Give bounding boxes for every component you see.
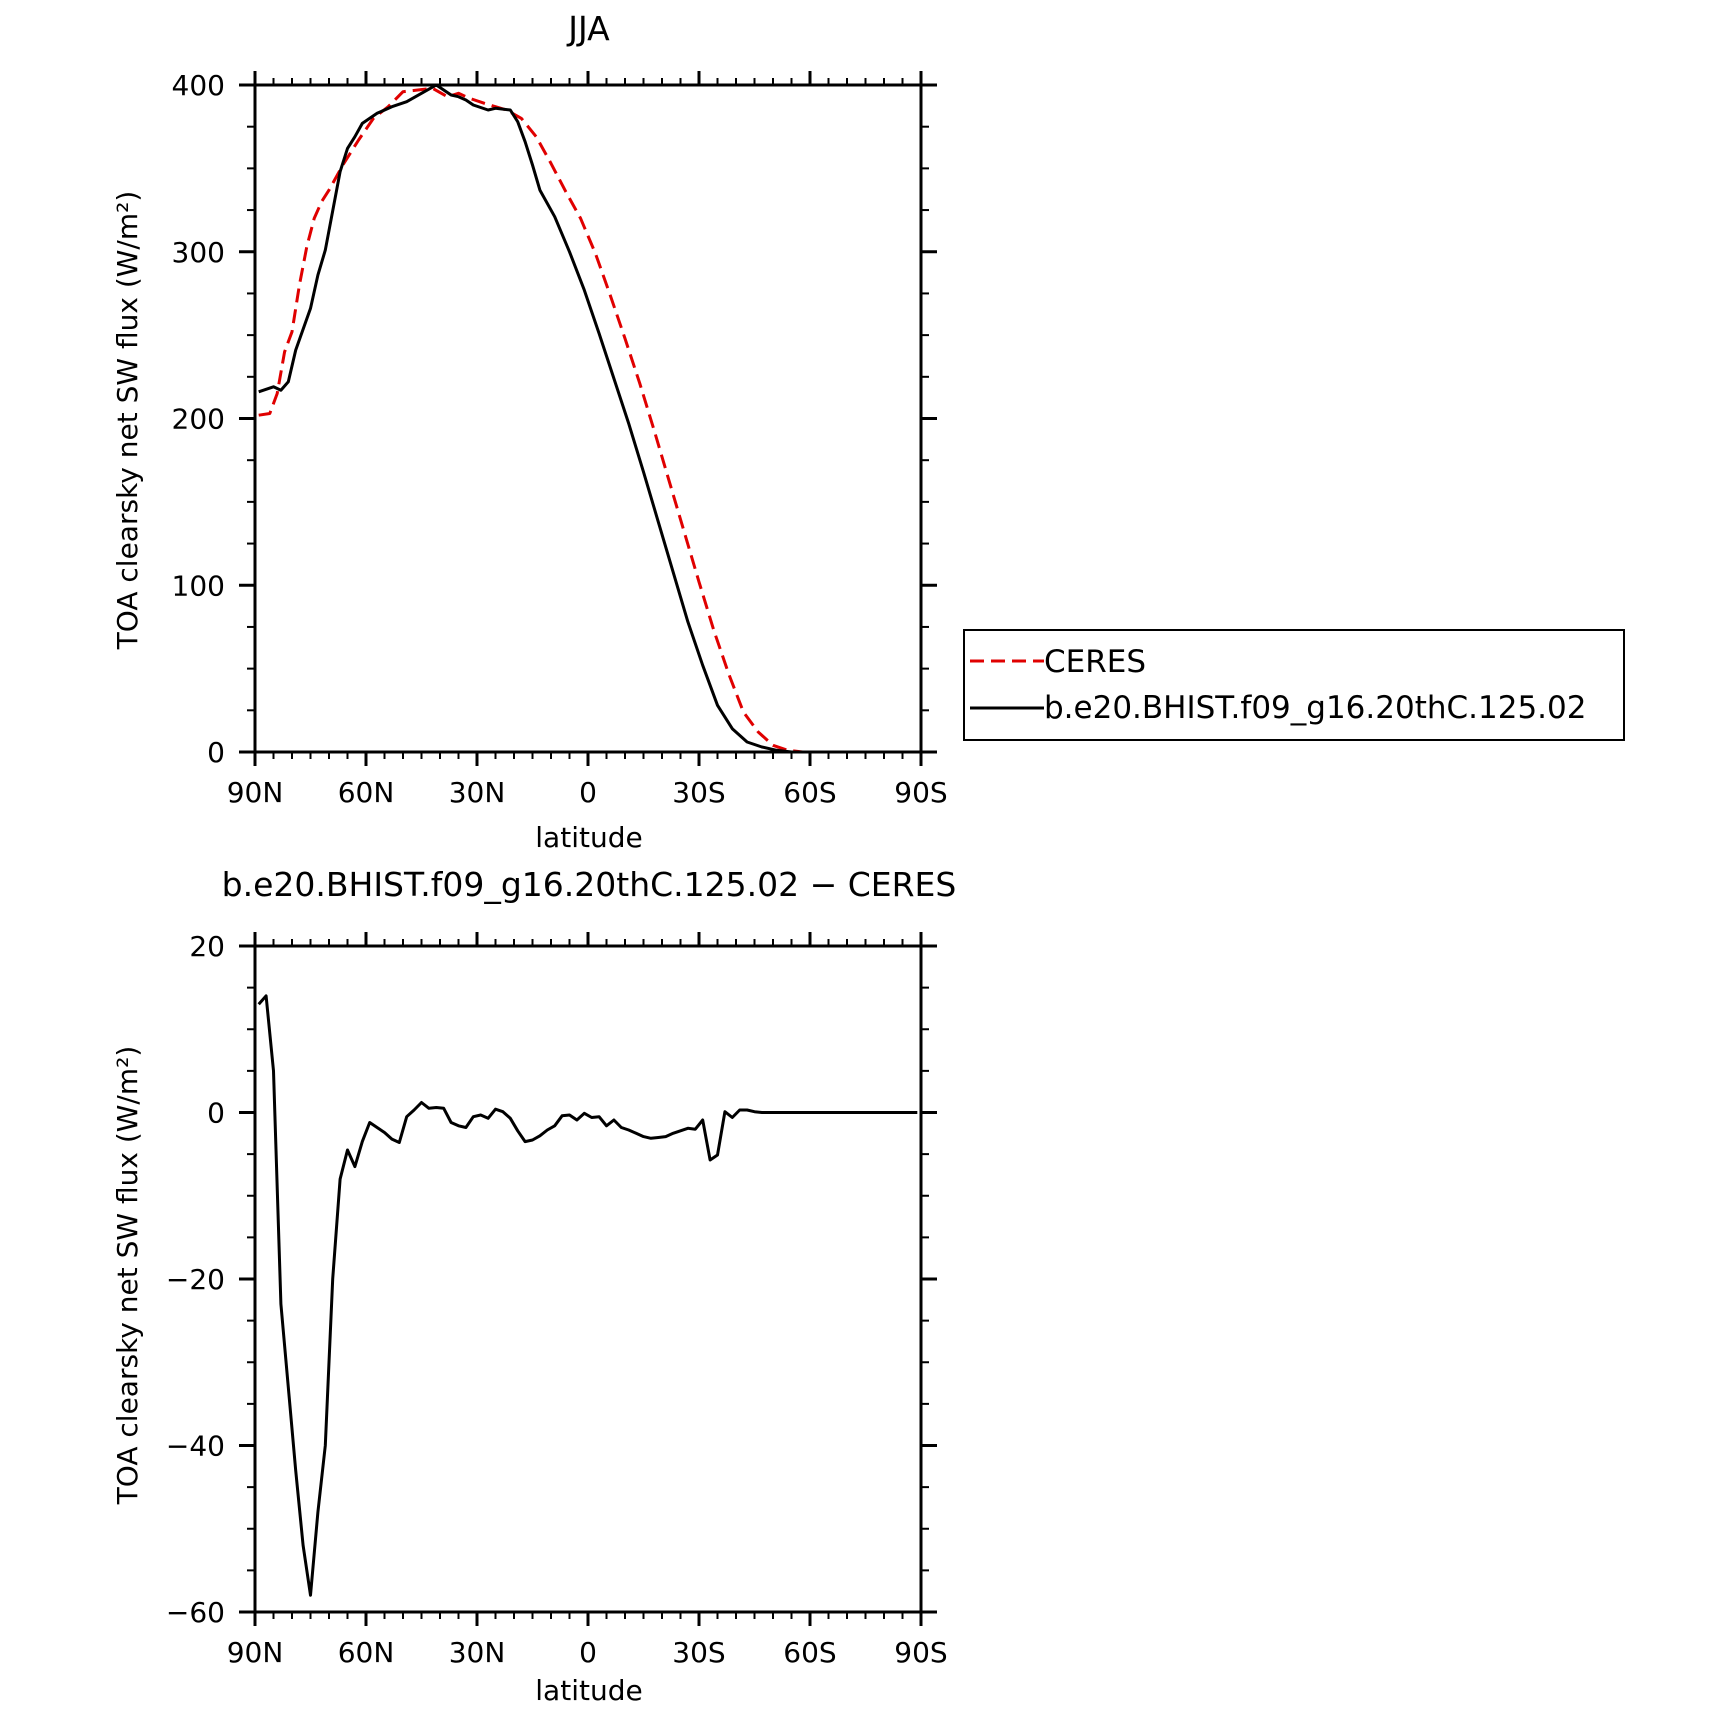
panel-top-series xyxy=(258,83,884,754)
top-ytick-label: 300 xyxy=(172,236,225,269)
top-xtick-label: 60N xyxy=(338,776,395,809)
bottom-ytick-label: −40 xyxy=(166,1430,225,1463)
top-xtick-label: 0 xyxy=(579,776,597,809)
bottom-xtick-label: 30N xyxy=(449,1636,506,1669)
top-xtick-label: 60S xyxy=(783,776,836,809)
legend: CERES b.e20.BHIST.f09_g16.20thC.125.02 xyxy=(963,629,1625,741)
bottom-series-line-solid xyxy=(257,994,918,1597)
panel-bottom-series xyxy=(257,994,918,1597)
panel-bottom-frame xyxy=(253,944,923,1614)
bottom-xtick-label: 0 xyxy=(579,1636,597,1669)
top-xtick-label: 30S xyxy=(672,776,725,809)
top-xtick-label: 90N xyxy=(227,776,284,809)
top-series-line-dashed xyxy=(258,86,884,754)
top-xtick-label: 30N xyxy=(449,776,506,809)
top-ytick-label: 100 xyxy=(172,569,225,602)
panel-bottom-ticks: 90N 60N 30N 0 30S 60S 90S −60 −40 −20 0 20 xyxy=(166,930,948,1669)
top-series-line-solid xyxy=(258,83,884,754)
top-ytick-label: 400 xyxy=(172,69,225,102)
bottom-ytick-label: −60 xyxy=(166,1596,225,1629)
legend-entry-ceres: CERES xyxy=(1044,644,1146,680)
top-ytick-label: 0 xyxy=(207,736,225,769)
panel-bottom-title: b.e20.BHIST.f09_g16.20thC.125.02 − CERES xyxy=(222,865,957,904)
bottom-ytick-label: −20 xyxy=(166,1263,225,1296)
panel-top-frame xyxy=(253,83,923,754)
panel-top: JJA latitude TOA clearsky net SW flux (W… xyxy=(111,9,1625,854)
legend-entry-model: b.e20.BHIST.f09_g16.20thC.125.02 xyxy=(1044,690,1586,726)
panel-top-ticks: 90N 60N 30N 0 30S 60S 90S 0 100 200 300 400 xyxy=(172,69,948,809)
panel-bottom-xlabel: latitude xyxy=(535,1674,642,1706)
bottom-xtick-label: 90S xyxy=(894,1636,947,1669)
bottom-xtick-label: 30S xyxy=(672,1636,725,1669)
bottom-xtick-label: 90N xyxy=(227,1636,284,1669)
bottom-xtick-label: 60N xyxy=(338,1636,395,1669)
top-xtick-label: 90S xyxy=(894,776,947,809)
panel-top-xlabel: latitude xyxy=(535,821,642,854)
top-ytick-label: 200 xyxy=(172,403,225,436)
panel-top-ylabel: TOA clearsky net SW flux (W/m²) xyxy=(111,191,144,651)
bottom-ytick-label: 0 xyxy=(207,1097,225,1130)
bottom-ytick-label: 20 xyxy=(189,930,225,963)
panel-bottom: b.e20.BHIST.f09_g16.20thC.125.02 − CERES… xyxy=(111,865,957,1707)
bottom-xtick-label: 60S xyxy=(783,1636,836,1669)
panel-bottom-ylabel: TOA clearsky net SW flux (W/m²) xyxy=(111,1046,144,1506)
legend-box xyxy=(963,629,1625,741)
panel-top-title: JJA xyxy=(566,9,610,48)
